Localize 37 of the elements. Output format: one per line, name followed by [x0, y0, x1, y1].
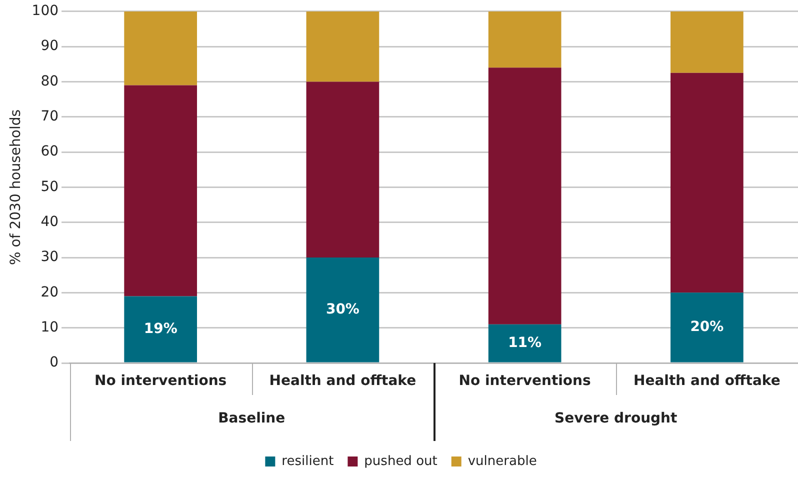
x-tick-label: Health and offtake — [634, 373, 780, 390]
bar — [306, 258, 380, 362]
bar — [124, 11, 198, 86]
text: Baseline — [218, 410, 286, 427]
y-tick-label: 40 — [40, 214, 59, 230]
bar — [124, 85, 198, 296]
bar — [306, 11, 380, 82]
legend-label: pushed out — [364, 454, 438, 469]
data-label: 19% — [144, 320, 178, 337]
y-tick-label: 60 — [40, 144, 59, 160]
y-tick-label: 80 — [40, 73, 59, 90]
bar — [488, 11, 562, 68]
data-label: 30% — [326, 302, 360, 318]
bar — [124, 296, 198, 362]
y-tick-label: 70 — [40, 108, 59, 125]
bar — [488, 68, 562, 324]
y-tick-label: 100 — [32, 3, 59, 20]
y-axis-title: % of 2030 households — [8, 109, 24, 265]
y-tick-label: 90 — [40, 38, 59, 54]
data-label: 20% — [690, 319, 724, 336]
y-tick-label: 10 — [40, 319, 59, 336]
y-tick-label: 50 — [40, 178, 59, 195]
legend-label: vulnerable — [468, 454, 537, 469]
bar — [670, 11, 744, 73]
y-tick-label: 30 — [40, 249, 59, 266]
x-tick-label: No interventions — [458, 373, 591, 390]
bar — [488, 324, 562, 362]
x-tick-label: No interventions — [94, 373, 227, 390]
x-tick-label: Health and offtake — [269, 373, 416, 390]
bar — [670, 292, 744, 362]
data-label: 11% — [508, 334, 542, 351]
y-tick-label: 20 — [40, 284, 59, 300]
text: Severe drought — [554, 410, 678, 427]
bar — [306, 82, 380, 258]
y-tick-label: 0 — [50, 354, 59, 371]
bar — [670, 72, 744, 293]
legend-label: resilient — [282, 454, 334, 469]
